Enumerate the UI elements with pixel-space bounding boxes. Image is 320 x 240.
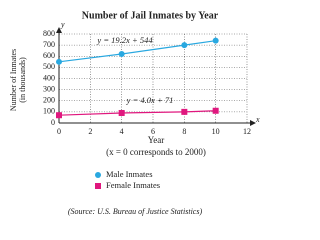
data-point: [212, 107, 219, 114]
x-tick-label: 8: [182, 127, 186, 136]
data-point: [118, 51, 125, 58]
data-point: [181, 42, 188, 49]
y-tick-label: 300: [43, 84, 55, 93]
legend-label: Female Inmates: [106, 180, 160, 190]
y-tick-label: 800: [43, 29, 55, 38]
data-point: [118, 109, 125, 116]
chart: Number of Jail Inmates by Year Number of…: [9, 10, 260, 216]
source: (Source: U.S. Bureau of Justice Statisti…: [68, 207, 203, 216]
x-axis-note: (x = 0 corresponds to 2000): [106, 147, 206, 157]
y-tick-label: 500: [43, 62, 55, 71]
data-point: [212, 37, 219, 44]
data-point: [56, 58, 62, 65]
y-tick-label: 700: [43, 40, 55, 49]
x-tick-label: 6: [151, 127, 155, 136]
y-tick-label: 0: [51, 118, 55, 127]
x-tick-label: 10: [212, 127, 220, 136]
series-line: [58, 40, 216, 63]
y-axis-label: (in thousands): [18, 57, 27, 103]
y-tick-label: 100: [43, 107, 55, 116]
x-tick-label: 4: [120, 127, 124, 136]
legend-marker: [95, 183, 101, 189]
x-tick-label: 12: [243, 127, 251, 136]
chart-title: Number of Jail Inmates by Year: [82, 10, 219, 21]
data-point: [56, 112, 62, 119]
axis-letter: x: [255, 115, 260, 124]
series-line: [58, 110, 216, 116]
axis-letter: y: [60, 20, 65, 29]
y-axis-label: Number of Inmates: [9, 49, 18, 111]
annotation: y = 4.0x + 71: [126, 95, 174, 105]
annotation: y = 19.2x + 544: [96, 35, 153, 45]
x-tick-label: 2: [88, 127, 92, 136]
legend-label: Male Inmates: [106, 169, 153, 179]
x-axis-label: Year: [148, 135, 165, 145]
y-tick-label: 200: [43, 96, 55, 105]
y-tick-label: 600: [43, 51, 55, 60]
legend-marker: [95, 172, 101, 178]
x-tick-label: 0: [57, 127, 61, 136]
y-tick-label: 400: [43, 73, 55, 82]
data-point: [181, 108, 188, 115]
